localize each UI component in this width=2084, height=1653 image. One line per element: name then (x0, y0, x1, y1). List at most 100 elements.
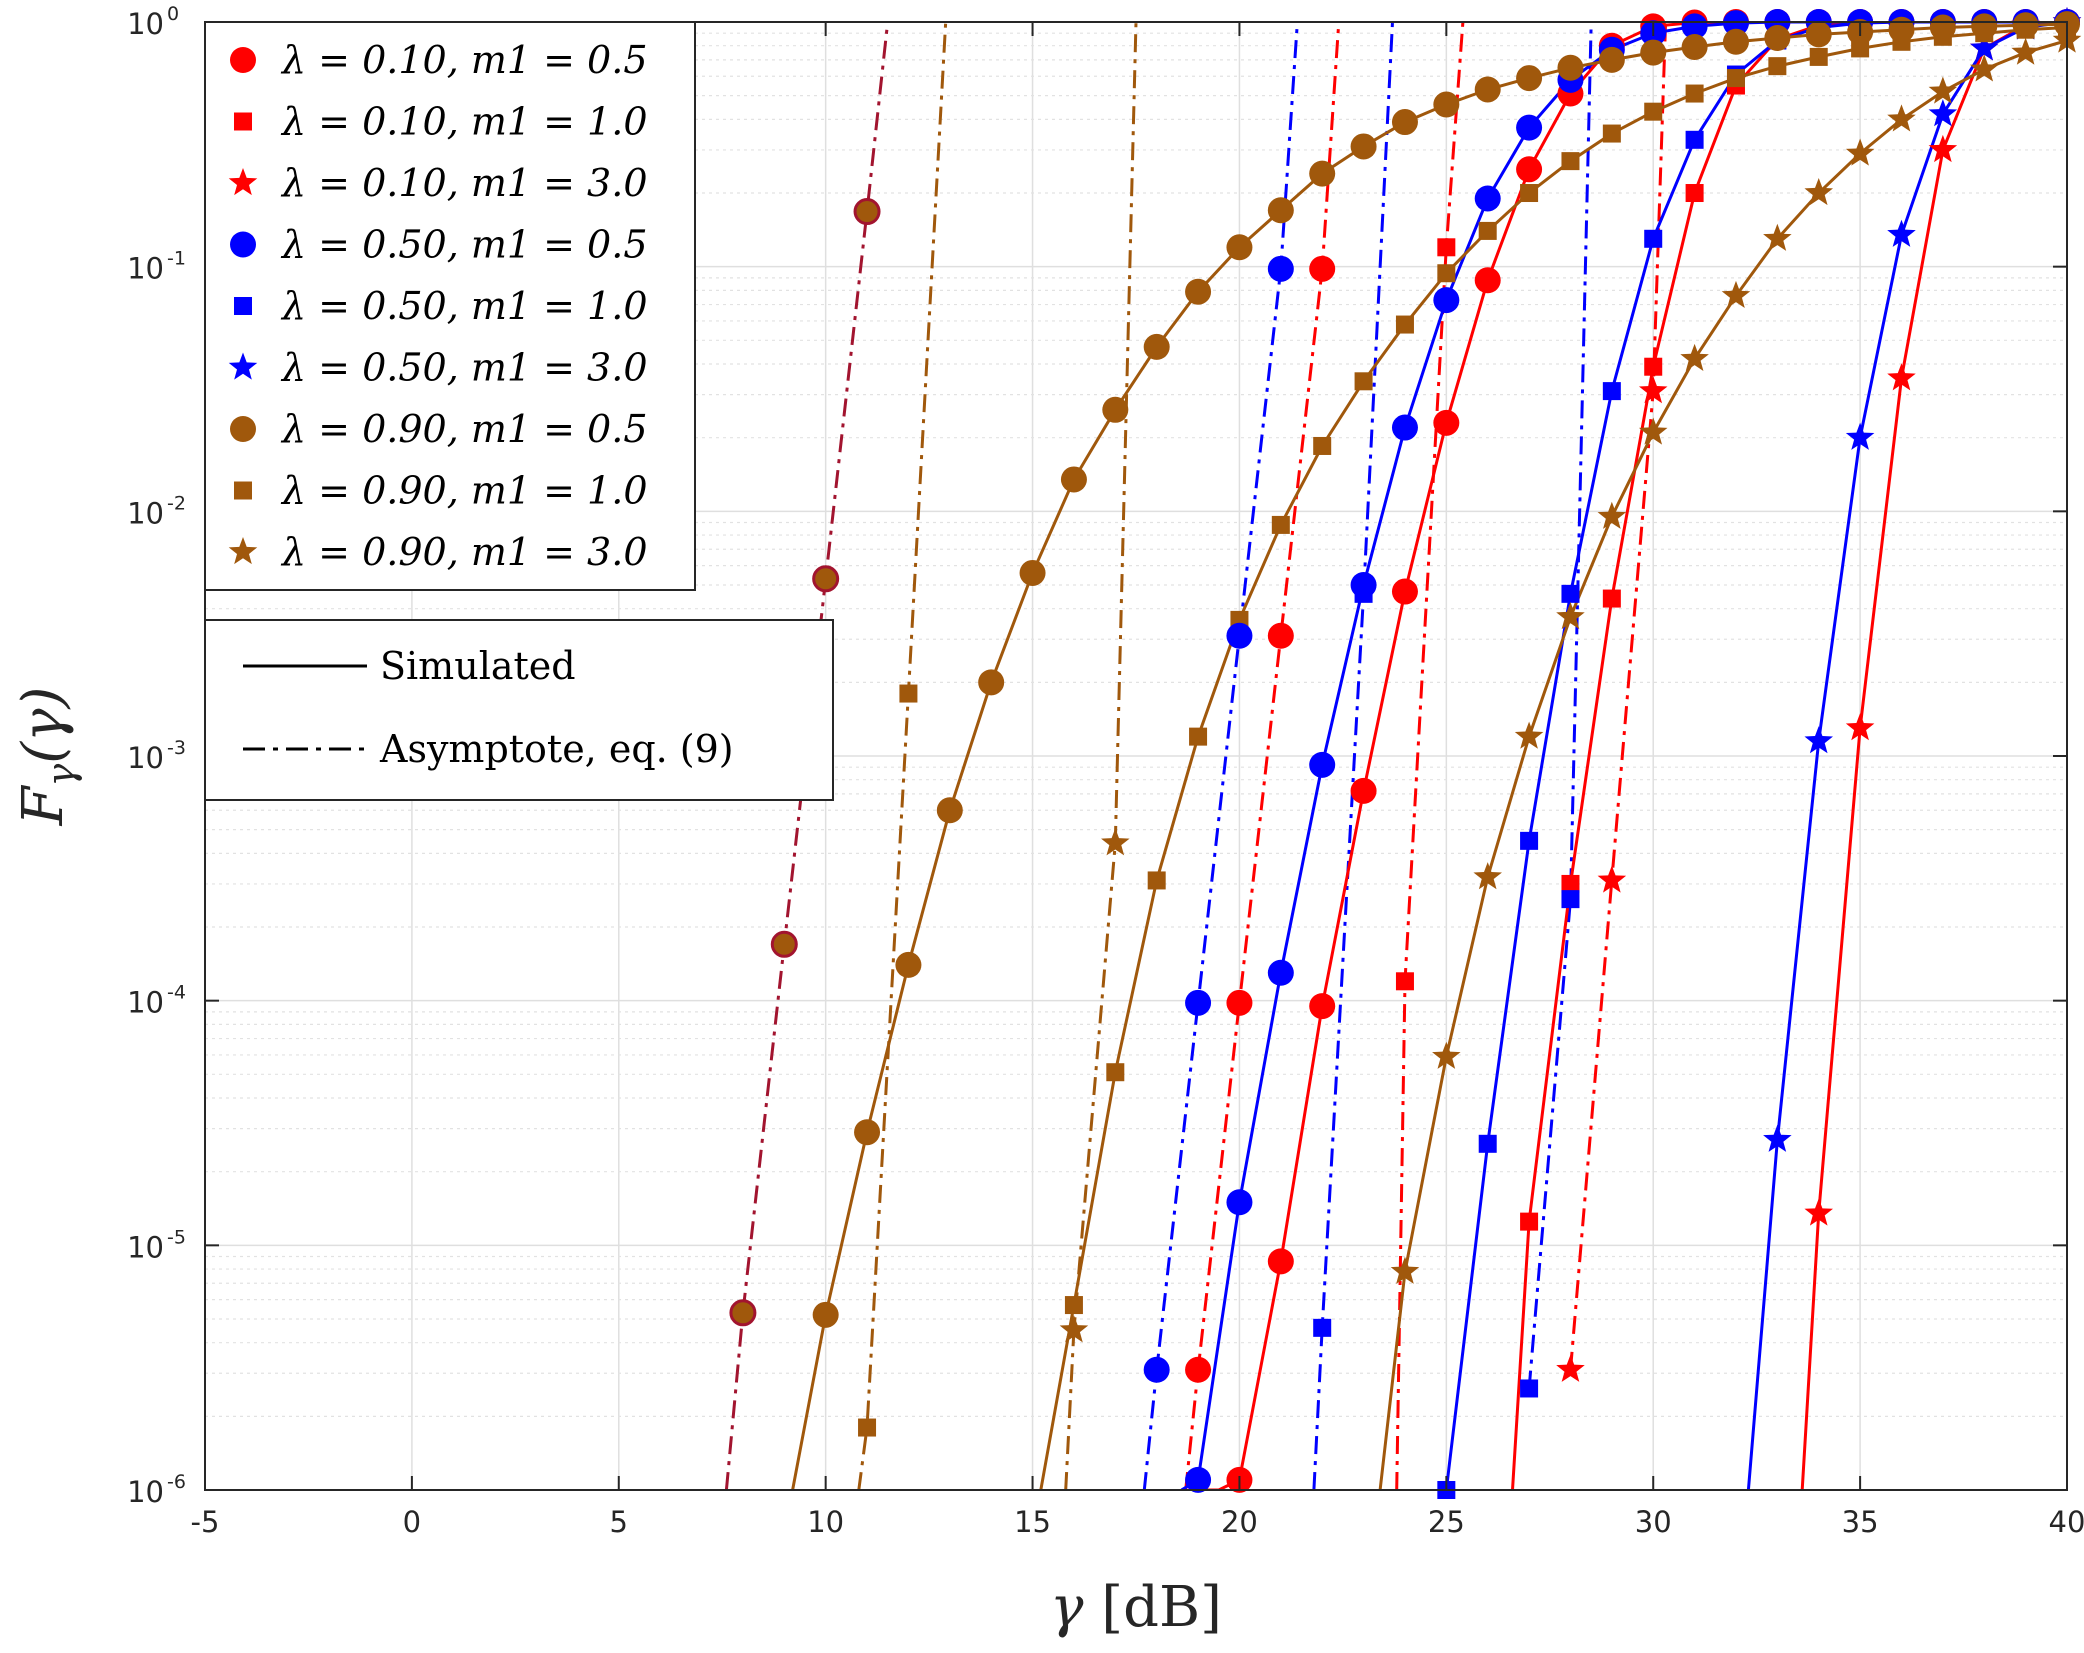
asymptote-point-square (899, 684, 918, 703)
data-point-star (1804, 178, 1833, 206)
data-point-circle (895, 951, 922, 978)
asymptote-point-square (1561, 890, 1580, 909)
data-point-circle (1019, 559, 1046, 586)
legend-box (204, 21, 696, 591)
asymptote-point-circle (1226, 622, 1253, 649)
data-point-star (1928, 76, 1958, 104)
data-point-square (1768, 57, 1787, 76)
data-point-square (1933, 27, 1952, 46)
asymptote-point-star (1059, 1315, 1089, 1343)
data-point-square (2016, 20, 2035, 39)
data-point-star (1969, 33, 1999, 61)
data-point-circle (1185, 278, 1212, 305)
data-point-star (1928, 99, 1958, 127)
data-point-circle (1185, 1466, 1212, 1493)
asymptote-line (1569, 22, 1668, 1370)
data-point-square (1685, 84, 1704, 103)
legend-label: λ = 0.10, m1 = 1.0 (280, 100, 648, 144)
data-point-square (1313, 436, 1332, 455)
asymptote-point-square (1437, 238, 1456, 257)
data-point-square (1437, 264, 1456, 283)
data-point-circle (1226, 1189, 1253, 1216)
legend-label: λ = 0.90, m1 = 1.0 (280, 469, 648, 513)
legend-label: λ = 0.90, m1 = 3.0 (280, 530, 648, 574)
y-axis-label: Fγ(γ) (11, 687, 83, 827)
data-point-square (1395, 315, 1414, 334)
legend-marker-star (228, 537, 258, 565)
asymptote-point (853, 198, 881, 226)
x-tick-label: 30 (1635, 1505, 1672, 1539)
data-point-square (1106, 1063, 1125, 1082)
data-point-circle (1143, 333, 1170, 360)
data-point-square (1602, 382, 1621, 401)
data-point-star (1845, 422, 1875, 450)
data-point-star (1556, 601, 1585, 630)
y-tick-exponent: -2 (167, 492, 186, 514)
asymptote-point-circle (1226, 989, 1253, 1016)
asymptote-point-star (1597, 865, 1627, 893)
y-tick-exponent: -6 (167, 1471, 186, 1493)
data-point-circle (1102, 396, 1129, 423)
data-point-circle (1433, 91, 1460, 118)
data-point-circle (1267, 197, 1294, 224)
data-point-circle (1516, 156, 1543, 183)
data-point-square (1520, 184, 1539, 203)
axis-labels: γ [dB] Fγ(γ) (11, 687, 1222, 1640)
data-point-square (1975, 24, 1994, 43)
data-point-circle (1267, 1248, 1294, 1275)
data-point-star (1763, 1124, 1792, 1152)
legend-marker-star (228, 168, 258, 196)
legend-label: λ = 0.10, m1 = 3.0 (280, 161, 648, 205)
data-point-circle (1516, 65, 1543, 92)
data-point-square (1851, 39, 1870, 58)
y-tick-label: 10 (127, 1475, 164, 1509)
data-point-square (1561, 874, 1580, 893)
data-point-square (1271, 515, 1290, 534)
data-point-circle (978, 669, 1005, 696)
data-point-star (1845, 713, 1875, 741)
data-point-star (1680, 343, 1709, 371)
data-point-circle (1433, 287, 1460, 314)
y-tick-label: 10 (127, 7, 164, 41)
asymptote-point-star (1638, 376, 1668, 404)
asymptote-line (1312, 22, 1394, 1490)
asymptote-point (770, 930, 798, 958)
data-point-star (1928, 134, 1958, 163)
asymptote-point-circle (1185, 1356, 1212, 1383)
data-point-circle (812, 1301, 839, 1328)
data-point-circle (1309, 160, 1336, 187)
data-point-square (1189, 727, 1208, 746)
x-tick-label: 40 (2049, 1505, 2084, 1539)
x-tick-label: -5 (191, 1505, 220, 1539)
asymptote-point-square (1520, 1379, 1539, 1398)
data-point-circle (1226, 234, 1253, 261)
data-point-square (1685, 130, 1704, 149)
legend-label: λ = 0.10, m1 = 0.5 (280, 38, 648, 82)
data-point-circle (1474, 185, 1501, 212)
x-tick-label: 0 (403, 1505, 421, 1539)
data-point-circle (1391, 414, 1418, 441)
x-axis-label: γ [dB] (1050, 1575, 1222, 1640)
y-tick-label: 10 (127, 496, 164, 530)
legend-marker-square (234, 112, 252, 131)
y-axis-label-tail: (γ) (11, 687, 76, 764)
line-style-legend-box (204, 619, 834, 801)
data-point-star (1638, 417, 1668, 445)
data-point-circle (1350, 777, 1377, 804)
data-point-star (1804, 1198, 1833, 1226)
data-point-circle (1640, 39, 1667, 66)
x-tick-label: 20 (1221, 1505, 1258, 1539)
data-point-star (1969, 54, 1999, 82)
asymptote-point-circle (1143, 1356, 1170, 1383)
asymptote-point-square (1313, 1318, 1332, 1337)
data-point-circle (1060, 466, 1087, 493)
x-tick-label: 35 (1842, 1505, 1879, 1539)
x-tick-label: 5 (610, 1505, 628, 1539)
data-point-square (1561, 584, 1580, 603)
data-point-circle (1309, 751, 1336, 778)
y-axis-label-sub: γ (39, 764, 83, 787)
data-point-square (1644, 229, 1663, 248)
data-point-circle (1681, 13, 1708, 40)
asymptote-line (1142, 22, 1299, 1490)
data-point-star (1887, 104, 1916, 132)
